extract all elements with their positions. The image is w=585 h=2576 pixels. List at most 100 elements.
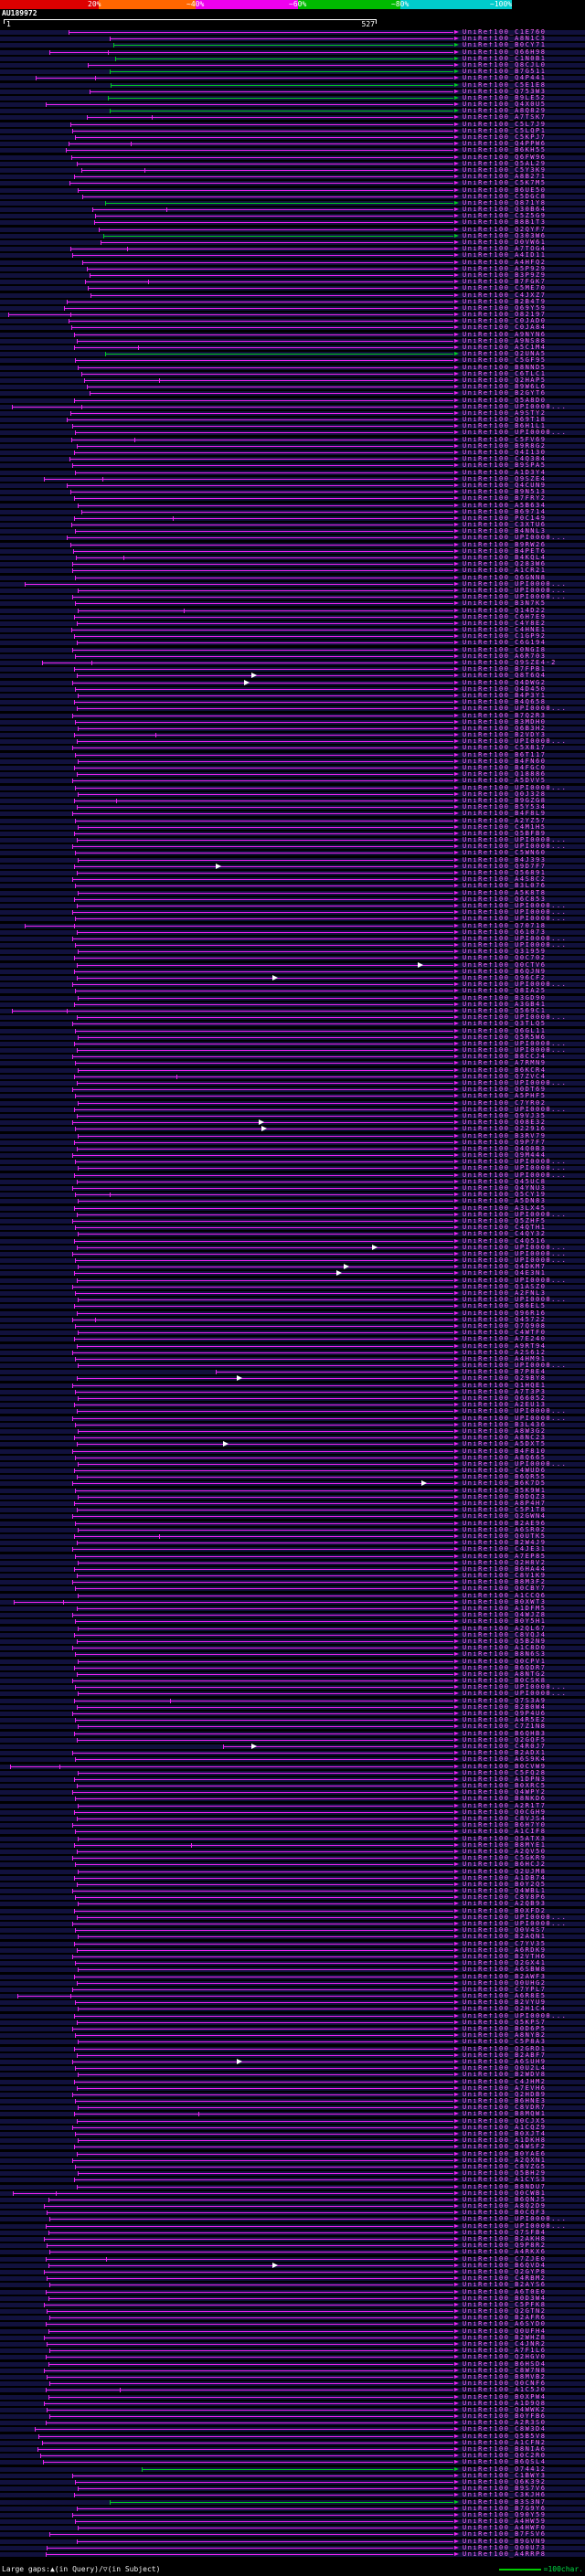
hit-label[interactable]: UniRef100_Q0CTV6 bbox=[463, 961, 547, 969]
hit-label[interactable]: UniRef100_B0DQZ3 bbox=[463, 1493, 547, 1500]
hit-label[interactable]: UniRef100_UPI0000... bbox=[463, 837, 568, 844]
hit-label[interactable]: UniRef100_Q5CY19 bbox=[463, 1192, 547, 1199]
hit-label[interactable]: UniRef100_Q70718 bbox=[463, 922, 547, 929]
hit-label[interactable]: UniRef100_A1D3Y4 bbox=[463, 469, 547, 476]
hit-label[interactable]: UniRef100_Q9SZE4-2 bbox=[463, 660, 557, 666]
hit-label[interactable]: UniRef100_Q4YNU3 bbox=[463, 1185, 547, 1192]
hit-label[interactable]: UniRef100_Q7ZVC4 bbox=[463, 1073, 547, 1080]
hit-label[interactable]: UniRef100_Q0UTK5 bbox=[463, 1532, 547, 1540]
hit-label[interactable]: UniRef100_A8P4H7 bbox=[463, 1500, 547, 1507]
hit-label[interactable]: UniRef100_UPI0000... bbox=[463, 1415, 568, 1422]
hit-label[interactable]: UniRef100_B4PET6 bbox=[463, 547, 547, 555]
hit-label[interactable]: UniRef100_B6QHB3 bbox=[463, 1730, 547, 1737]
hit-label[interactable]: UniRef100_Q2GRD1 bbox=[463, 2045, 547, 2052]
hit-label[interactable]: UniRef100_Q2GYP8 bbox=[463, 2268, 547, 2275]
hit-label[interactable]: UniRef100_Q0CJX5 bbox=[463, 2117, 547, 2125]
hit-label[interactable]: UniRef100_A8N1C3 bbox=[463, 36, 547, 43]
hit-label[interactable]: UniRef100_B0YAE6 bbox=[463, 2150, 547, 2157]
hit-label[interactable]: UniRef100_Q4WBL1 bbox=[463, 1888, 547, 1895]
hit-label[interactable]: UniRef100_C4JNR2 bbox=[463, 2341, 547, 2348]
hit-label[interactable]: UniRef100_A5DXT5 bbox=[463, 1441, 547, 1448]
hit-label[interactable]: UniRef100_Q5BFB9 bbox=[463, 830, 547, 837]
hit-label[interactable]: UniRef100_P0C149 bbox=[463, 514, 547, 522]
hit-label[interactable]: UniRef100_A6T0E0 bbox=[463, 2288, 547, 2295]
hit-label[interactable]: UniRef100_B7P8E4 bbox=[463, 1369, 547, 1376]
hit-label[interactable]: UniRef100_B7FPB1 bbox=[463, 666, 547, 673]
hit-label[interactable]: UniRef100_A7T3P3 bbox=[463, 1388, 547, 1395]
hit-label[interactable]: UniRef100_UPI0000... bbox=[463, 1159, 568, 1166]
hit-label[interactable]: UniRef100_Q6GL11 bbox=[463, 1027, 547, 1034]
hit-label[interactable]: UniRef100_B2AWF3 bbox=[463, 1973, 547, 1980]
hit-label[interactable]: UniRef100_C4R0J7 bbox=[463, 1743, 547, 1750]
hit-label[interactable]: UniRef100_B8CCJ4 bbox=[463, 1054, 547, 1061]
hit-label[interactable]: UniRef100_C5PFK8 bbox=[463, 2301, 547, 2308]
hit-label[interactable]: UniRef100_A6RDK9 bbox=[463, 1946, 547, 1954]
hit-label[interactable]: UniRef100_Q4D450 bbox=[463, 685, 547, 693]
hit-label[interactable]: UniRef100_B2ABF7 bbox=[463, 2051, 547, 2059]
hit-label[interactable]: UniRef100_B8NDU7 bbox=[463, 2183, 547, 2190]
hit-label[interactable]: UniRef100_Q7Q908 bbox=[463, 1322, 547, 1330]
hit-label[interactable]: UniRef100_Q0CWB1 bbox=[463, 2189, 547, 2197]
hit-label[interactable]: UniRef100_C6TLC1 bbox=[463, 370, 547, 377]
hit-label[interactable]: UniRef100_Q4WSF2 bbox=[463, 2144, 547, 2151]
hit-label[interactable]: UniRef100_Q45UC8 bbox=[463, 1178, 547, 1185]
hit-label[interactable]: UniRef100_Q303W6 bbox=[463, 232, 547, 239]
hit-label[interactable]: UniRef100_Q753W3 bbox=[463, 88, 547, 95]
hit-label[interactable]: UniRef100_Q0CBY7 bbox=[463, 1585, 547, 1593]
hit-label[interactable]: UniRef100_UPI0000... bbox=[463, 1014, 568, 1022]
hit-label[interactable]: UniRef100_A7EP85 bbox=[463, 1553, 547, 1560]
hit-label[interactable]: UniRef100_Q871Y8 bbox=[463, 199, 547, 207]
hit-label[interactable]: UniRef100_A4RKX6 bbox=[463, 2249, 547, 2256]
hit-label[interactable]: UniRef100_Q8IA25 bbox=[463, 988, 547, 995]
hit-label[interactable]: UniRef100_Q4WPY2 bbox=[463, 1789, 547, 1797]
hit-label[interactable]: UniRef100_Q6GNN8 bbox=[463, 574, 547, 581]
hit-label[interactable]: UniRef100_B6HA44 bbox=[463, 1565, 547, 1573]
hit-label[interactable]: UniRef100_Q22916 bbox=[463, 1126, 547, 1133]
hit-label[interactable]: UniRef100_C7ZJE0 bbox=[463, 2255, 547, 2263]
hit-label[interactable]: UniRef100_Q2HDB9 bbox=[463, 2091, 547, 2098]
hit-label[interactable]: UniRef100_UPI0000... bbox=[463, 1257, 568, 1265]
hit-label[interactable]: UniRef100_Q5ZHF5 bbox=[463, 1217, 547, 1224]
hit-label[interactable]: UniRef100_C4WUD6 bbox=[463, 1468, 547, 1475]
hit-label[interactable]: UniRef100_C7Z1N8 bbox=[463, 1723, 547, 1731]
hit-label[interactable]: UniRef100_C5FQ28 bbox=[463, 1769, 547, 1776]
hit-label[interactable]: UniRef100_B6QSL4 bbox=[463, 2459, 547, 2466]
hit-label[interactable]: UniRef100_B0XRC5 bbox=[463, 1783, 547, 1790]
hit-label[interactable]: UniRef100_O82197 bbox=[463, 312, 547, 319]
hit-label[interactable]: UniRef100_B6H1L1 bbox=[463, 423, 547, 430]
hit-label[interactable]: UniRef100_B9GVN9 bbox=[463, 2538, 547, 2545]
hit-label[interactable]: UniRef100_UPI0000... bbox=[463, 942, 568, 949]
hit-label[interactable]: UniRef100_UPI0000... bbox=[463, 2216, 568, 2223]
hit-label[interactable]: UniRef100_Q00U73 bbox=[463, 2544, 547, 2551]
hit-label[interactable]: UniRef100_B6UE50 bbox=[463, 186, 547, 194]
hit-label[interactable]: UniRef100_B7G9Y6 bbox=[463, 2505, 547, 2512]
hit-label[interactable]: UniRef100_Q5B2N9 bbox=[463, 1638, 547, 1645]
hit-label[interactable]: UniRef100_C5L7J9 bbox=[463, 121, 547, 128]
hit-label[interactable]: UniRef100_UPI0000... bbox=[463, 1297, 568, 1304]
hit-label[interactable]: UniRef100_A5B634 bbox=[463, 502, 547, 509]
hit-label[interactable]: UniRef100_B8MVB2 bbox=[463, 2373, 547, 2380]
hit-label[interactable]: UniRef100_Q0CNF6 bbox=[463, 2380, 547, 2388]
hit-label[interactable]: UniRef100_B0CVW9 bbox=[463, 1763, 547, 1770]
hit-label[interactable]: UniRef100_B6H7Y0 bbox=[463, 1822, 547, 1829]
hit-label[interactable]: UniRef100_B0Y2Q5 bbox=[463, 1881, 547, 1888]
hit-label[interactable]: UniRef100_B7FRY2 bbox=[463, 495, 547, 503]
hit-label[interactable]: UniRef100_A8NYB2 bbox=[463, 2032, 547, 2040]
hit-label[interactable]: UniRef100_C4QY32 bbox=[463, 1231, 547, 1238]
hit-label[interactable]: UniRef100_B3GD90 bbox=[463, 994, 547, 1002]
hit-label[interactable]: UniRef100_Q569C1 bbox=[463, 1007, 547, 1014]
hit-label[interactable]: UniRef100_C1BWY3 bbox=[463, 2472, 547, 2479]
hit-label[interactable]: UniRef100_Q2UNA5 bbox=[463, 351, 547, 358]
hit-label[interactable]: UniRef100_A8NTG2 bbox=[463, 1670, 547, 1678]
hit-label[interactable]: UniRef100_A7E240 bbox=[463, 1336, 547, 1343]
hit-label[interactable]: UniRef100_B4FGC0 bbox=[463, 765, 547, 771]
hit-label[interactable]: UniRef100_B4F8L9 bbox=[463, 811, 547, 818]
hit-label[interactable]: UniRef100_Q66052 bbox=[463, 1395, 547, 1402]
hit-label[interactable]: UniRef100_UPI0000... bbox=[463, 1460, 568, 1468]
hit-label[interactable]: UniRef100_A7RMN9 bbox=[463, 1060, 547, 1067]
hit-label[interactable]: UniRef100_Q0UHG2 bbox=[463, 1979, 547, 1987]
hit-label[interactable]: UniRef100_Q3TLQ5 bbox=[463, 1021, 547, 1028]
hit-label[interactable]: UniRef100_Q5K9W1 bbox=[463, 1487, 547, 1494]
hit-label[interactable]: UniRef100_Q0C2R0 bbox=[463, 2453, 547, 2460]
hit-label[interactable]: UniRef100_A2FNL3 bbox=[463, 1290, 547, 1297]
